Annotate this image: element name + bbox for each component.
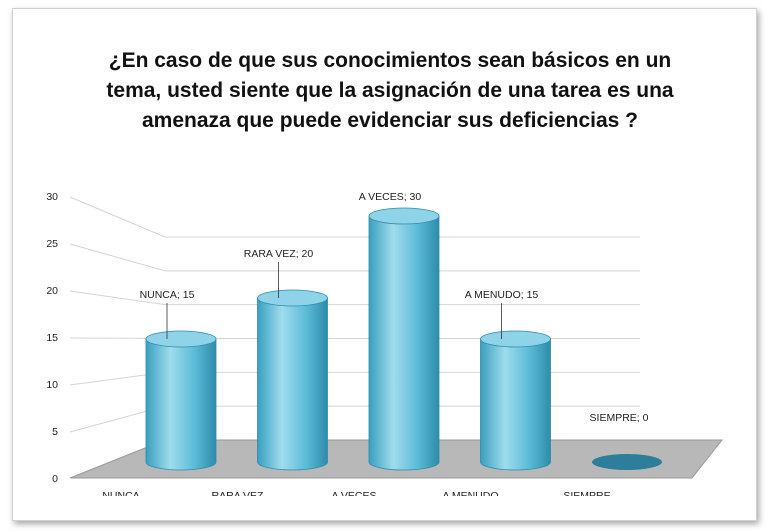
bar: [592, 454, 662, 470]
bar-top: [368, 207, 440, 225]
grid-line: [69, 196, 640, 238]
y-tick-label: 0: [52, 473, 58, 485]
x-tick-label: NUNCA: [102, 490, 139, 502]
bar: [368, 215, 440, 471]
bar-top: [145, 330, 217, 348]
data-label: SIEMPRE; 0: [590, 412, 649, 424]
y-tick-label: 5: [52, 426, 58, 438]
data-label: A MENUDO; 15: [465, 289, 539, 301]
grid-line: [69, 243, 640, 272]
data-label: NUNCA; 15: [140, 289, 195, 301]
bar-top: [257, 289, 328, 307]
bar: [257, 297, 328, 471]
y-tick-label: 20: [46, 285, 58, 297]
x-axis-labels: NUNCA RARA VEZ A VECES A MENUDO SIEMPRE: [102, 490, 610, 502]
y-tick-label: 15: [46, 332, 58, 344]
y-tick-label: 25: [46, 238, 58, 250]
x-tick-label: A VECES: [332, 490, 377, 502]
data-label: RARA VEZ; 20: [244, 248, 314, 260]
bar: [145, 338, 217, 471]
bar-top: [480, 330, 551, 348]
grid-line: [69, 290, 640, 306]
x-tick-label: SIEMPRE: [563, 490, 610, 502]
y-tick-label: 30: [46, 191, 58, 203]
data-label: A VECES; 30: [359, 191, 422, 203]
x-tick-label: RARA VEZ: [212, 490, 265, 502]
y-tick-label: 10: [46, 379, 58, 391]
chart-title: ¿En caso de que sus conocimientos sean b…: [106, 49, 674, 132]
x-tick-label: A MENUDO: [442, 490, 498, 502]
bar: [480, 338, 551, 471]
